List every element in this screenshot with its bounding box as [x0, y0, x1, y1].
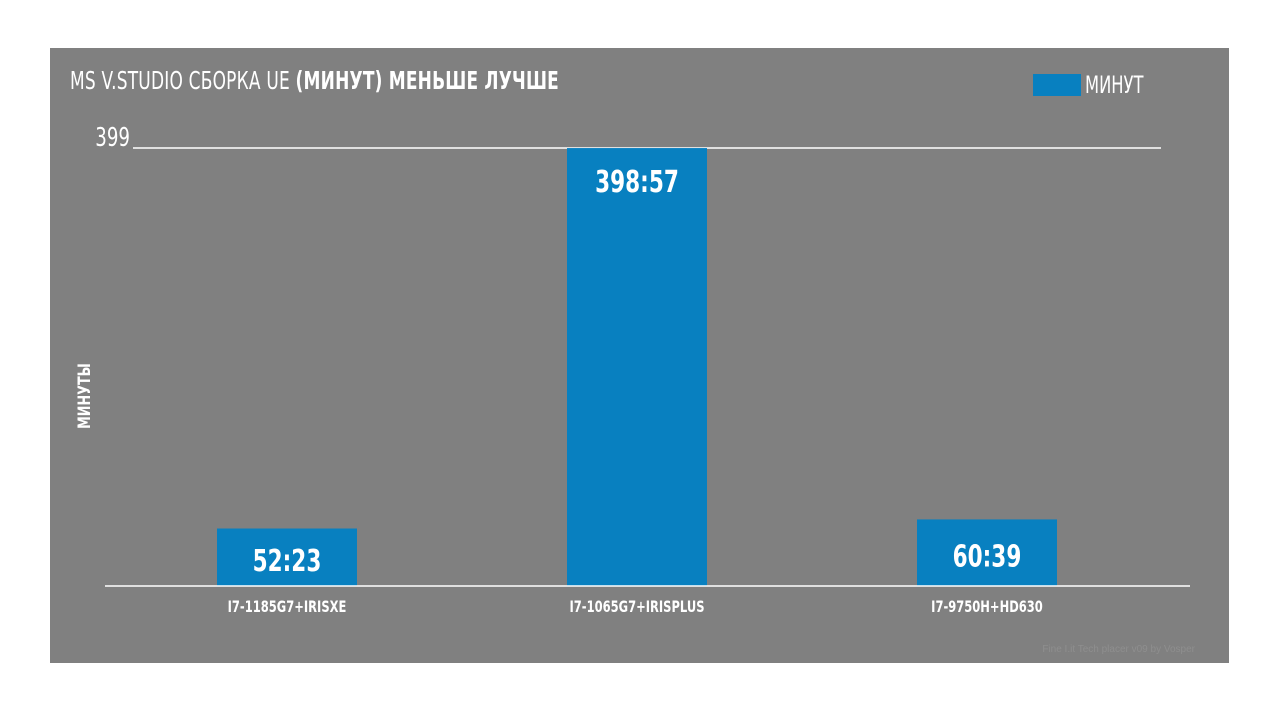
y-max-label: 399: [95, 123, 130, 153]
x-tick-label-3: I7-9750H+HD630: [931, 598, 1043, 616]
x-tick-label-1: I7-1185G7+IRISXE: [228, 598, 347, 616]
bar-3: [917, 519, 1057, 586]
chart-title-bold: (МИНУТ) МЕНЬШЕ ЛУЧШЕ: [295, 66, 560, 95]
watermark: Fine I.it Tech placer v09 by Vosper: [1042, 644, 1195, 655]
bar-value-label-3: 60:39: [953, 540, 1022, 574]
bar-value-label-1: 52:23: [253, 545, 322, 579]
chart-title-normal: MS V.STUDIO СБОРКА UE: [70, 66, 290, 95]
bar-1: [217, 528, 357, 586]
y-axis-label: МИНУТЫ: [74, 363, 94, 429]
chart-title: MS V.STUDIO СБОРКА UE (МИНУТ) МЕНЬШЕ ЛУЧ…: [70, 66, 559, 95]
bar-2: [567, 148, 707, 587]
legend-swatch: [1033, 74, 1081, 96]
bar-value-label-2: 398:57: [595, 166, 679, 200]
chart-panel: MS V.STUDIO СБОРКА UE (МИНУТ) МЕНЬШЕ ЛУЧ…: [50, 48, 1229, 663]
chart-svg: 399 МИНУТЫ 52:23 I7-1185G7+IRISXE 398:57 I7-1…: [74, 123, 1190, 617]
x-tick-label-2: I7-1065G7+IRISPLUS: [569, 598, 704, 616]
legend: МИНУТ: [1033, 71, 1171, 99]
legend-label: МИНУТ: [1085, 71, 1144, 99]
